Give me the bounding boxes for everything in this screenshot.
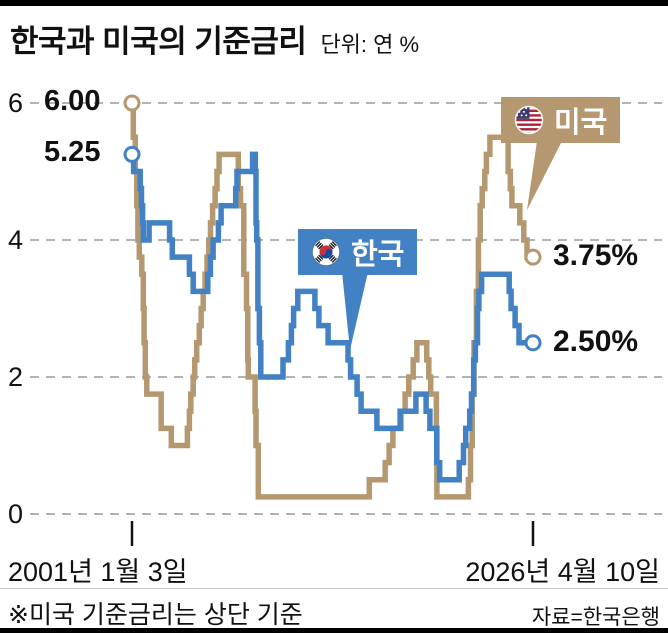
bottom-border: [0, 628, 668, 633]
us-legend: 미국: [501, 97, 621, 143]
kr-end-value-label: 2.50%: [553, 325, 639, 358]
top-border: [0, 0, 668, 6]
x-axis-end-label: 2026년 4월 10일: [465, 557, 660, 587]
y-axis-label-2: 2: [8, 362, 24, 392]
y-axis-label-6: 6: [8, 88, 24, 118]
us-legend-label: 미국: [554, 107, 608, 139]
x-axis-start-label: 2001년 1월 3일: [8, 557, 188, 587]
chart-header: 한국과 미국의 기준금리 단위: 연 %: [10, 16, 419, 61]
source-label: 자료=한국은행: [531, 606, 660, 629]
footer-divider: [0, 588, 668, 589]
kr-legend-label: 한국: [351, 239, 405, 271]
kr-legend: 한국: [298, 229, 418, 275]
us-flag-icon: [514, 105, 544, 135]
kr-flag-icon: [311, 237, 341, 267]
y-axis-label-0: 0: [8, 499, 24, 529]
us-start-value-label: 6.00: [44, 85, 101, 117]
kr-start-value-label: 5.25: [44, 136, 101, 168]
unit-label: 단위: 연 %: [320, 32, 420, 57]
page-title: 한국과 미국의 기준금리: [10, 24, 307, 59]
y-axis-label-4: 4: [8, 225, 24, 255]
footnote: ※미국 기준금리는 상단 기준: [8, 601, 303, 629]
us-end-value-label: 3.75%: [553, 239, 639, 272]
